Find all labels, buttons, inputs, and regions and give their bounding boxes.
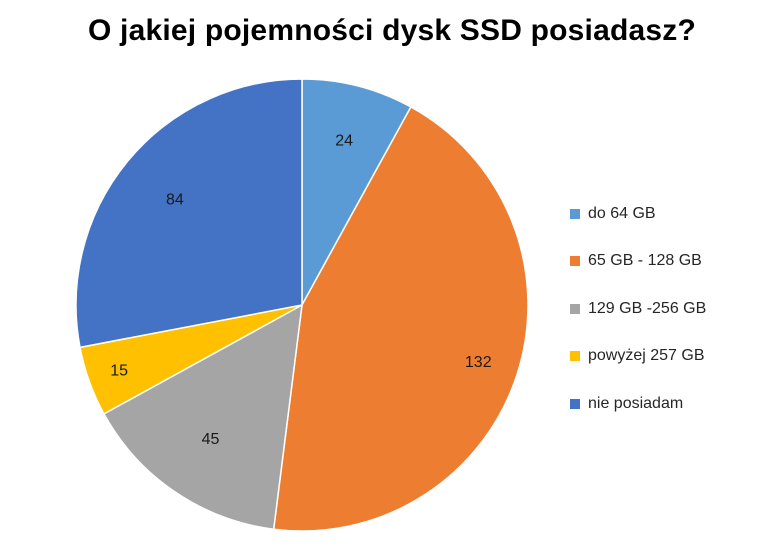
legend-label: do 64 GB: [588, 204, 656, 222]
pie-slice-3: [102, 303, 303, 531]
legend-swatch: [570, 351, 580, 362]
legend-item-4: powyżej 257 GB: [570, 333, 706, 381]
data-label-3: 45: [202, 431, 220, 448]
legend-swatch: [570, 256, 580, 267]
legend-label: 65 GB - 128 GB: [588, 252, 702, 270]
legend-swatch: [570, 303, 580, 314]
legend-swatch: [570, 208, 580, 219]
data-label-4: 15: [110, 362, 128, 379]
legend-swatch: [570, 398, 580, 409]
chart-title: O jakiej pojemności dysk SSD posiadasz?: [87, 14, 696, 47]
data-label-2: 132: [465, 354, 492, 371]
pie-slice-5: [75, 78, 303, 349]
legend-item-2: 65 GB - 128 GB: [570, 238, 706, 286]
pie-slice-2: [272, 105, 529, 532]
data-label-1: 24: [335, 132, 353, 149]
legend-item-5: nie posiadam: [570, 380, 706, 428]
data-label-5: 84: [166, 191, 184, 208]
legend-item-3: 129 GB -256 GB: [570, 285, 706, 333]
legend-label: powyżej 257 GB: [588, 347, 705, 365]
legend-label: nie posiadam: [588, 394, 684, 412]
legend-label: 129 GB -256 GB: [588, 299, 707, 317]
legend-item-1: do 64 GB: [570, 190, 706, 238]
pie-slice-1: [301, 78, 412, 306]
legend: do 64 GB 65 GB - 128 GB 129 GB -256 GB powy…: [570, 190, 706, 428]
